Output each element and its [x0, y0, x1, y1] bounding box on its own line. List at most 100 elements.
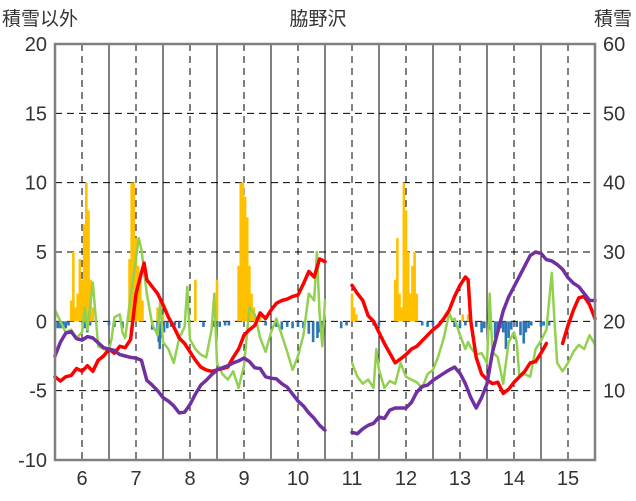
- diff-bar: [59, 321, 62, 329]
- precip-bar: [245, 217, 249, 322]
- precip-bar: [74, 307, 77, 322]
- diff-bar: [510, 321, 513, 330]
- diff-bar: [431, 321, 435, 326]
- diff-bar: [464, 321, 467, 326]
- precip-bar: [406, 252, 410, 322]
- diff-bar: [64, 321, 68, 329]
- diff-bar: [453, 321, 456, 327]
- precip-bar: [194, 279, 197, 322]
- diff-bar: [483, 321, 486, 329]
- precip-bar: [136, 265, 140, 322]
- x-tick-label: 12: [395, 468, 417, 490]
- precip-bar: [128, 258, 131, 322]
- plot-frame: [53, 42, 597, 462]
- precip-bar: [248, 265, 251, 322]
- y-right-tick-label: 10: [603, 381, 625, 403]
- y-left-tick-label: 0: [36, 311, 47, 333]
- diff-bar: [166, 321, 169, 329]
- precip-bar: [398, 293, 401, 322]
- diff-bar: [515, 321, 518, 327]
- diff-bar: [202, 321, 205, 327]
- diff-bar: [539, 321, 543, 327]
- diff-bar: [280, 321, 284, 330]
- y-right-tick-label: 60: [603, 34, 625, 56]
- red_line-segment: [350, 275, 549, 396]
- precip-bar: [355, 314, 358, 322]
- diff-bar: [83, 321, 86, 329]
- diff-bar: [88, 321, 92, 326]
- x-tick-label: 13: [449, 468, 471, 490]
- precip-bar: [396, 238, 399, 322]
- diff-bar: [519, 321, 522, 336]
- diff-bar: [339, 321, 343, 329]
- x-tick-label: 15: [557, 468, 579, 490]
- diff-bar: [307, 321, 311, 334]
- precip-bar: [72, 252, 75, 322]
- precip-bar: [402, 182, 406, 322]
- x-tick-label: 14: [503, 468, 525, 490]
- precip-bar: [258, 314, 262, 322]
- diff-bar: [480, 321, 483, 333]
- diff-bar: [264, 321, 267, 326]
- diff-bar: [223, 321, 227, 326]
- y-left-tick-label: 20: [25, 34, 47, 56]
- line-series: [53, 236, 597, 436]
- precip-bar: [466, 314, 470, 322]
- diff-bar: [302, 321, 305, 329]
- diff-bar: [218, 321, 221, 327]
- diff-bar: [311, 321, 315, 343]
- red_line-segment: [53, 257, 327, 383]
- precip-bar: [215, 279, 219, 322]
- precip-bar: [400, 307, 403, 322]
- x-tick-label: 10: [287, 468, 309, 490]
- right-axis-label: 積雪: [594, 8, 632, 30]
- diff-bar: [542, 321, 545, 326]
- diff-bar: [529, 321, 533, 326]
- precip-bar: [134, 238, 138, 322]
- precip-bar: [393, 279, 397, 322]
- y-left-tick-label: 10: [25, 173, 47, 195]
- precip-bar: [161, 314, 165, 322]
- diff-bar: [474, 321, 478, 327]
- snow_line-segment: [53, 329, 327, 432]
- precip-bar: [130, 182, 133, 322]
- precip-bar: [132, 182, 136, 322]
- precip-bar: [76, 293, 79, 322]
- precip-bar: [85, 182, 88, 322]
- diff-bar: [377, 321, 381, 326]
- precip-bar: [350, 293, 354, 322]
- diff-bar: [275, 321, 278, 327]
- snow_line-segment: [350, 250, 597, 436]
- precip-bar: [250, 293, 253, 322]
- diff-bar: [493, 321, 497, 338]
- bar-series: [56, 182, 551, 350]
- x-tick-label: 6: [76, 468, 87, 490]
- precip-bar: [141, 300, 144, 322]
- precip-bar: [413, 252, 416, 322]
- diff-bar: [420, 321, 424, 326]
- diff-bar: [426, 321, 429, 327]
- precip-bar: [156, 307, 159, 322]
- diff-bar: [527, 321, 530, 329]
- left-axis-label: 積雪以外: [2, 8, 78, 30]
- x-tick-label: 9: [238, 468, 249, 490]
- y-left-tick-label: -5: [29, 381, 47, 403]
- diff-bar: [501, 321, 505, 333]
- precip-bar: [80, 279, 84, 322]
- diff-bar: [285, 321, 289, 327]
- x-tick-label: 7: [130, 468, 141, 490]
- y-right-tick-label: 20: [603, 311, 625, 333]
- diff-bar: [524, 321, 528, 333]
- diff-bar: [458, 321, 462, 329]
- y-left-tick-label: -10: [18, 450, 47, 472]
- diff-bar: [547, 321, 551, 326]
- precip-bar: [404, 210, 408, 322]
- diff-bar: [162, 321, 166, 333]
- precip-bar: [237, 265, 240, 322]
- diff-bar: [504, 321, 508, 350]
- precip-bar: [69, 300, 73, 322]
- diff-bar: [321, 321, 324, 329]
- precip-bar: [415, 293, 419, 322]
- diff-bar: [227, 321, 231, 326]
